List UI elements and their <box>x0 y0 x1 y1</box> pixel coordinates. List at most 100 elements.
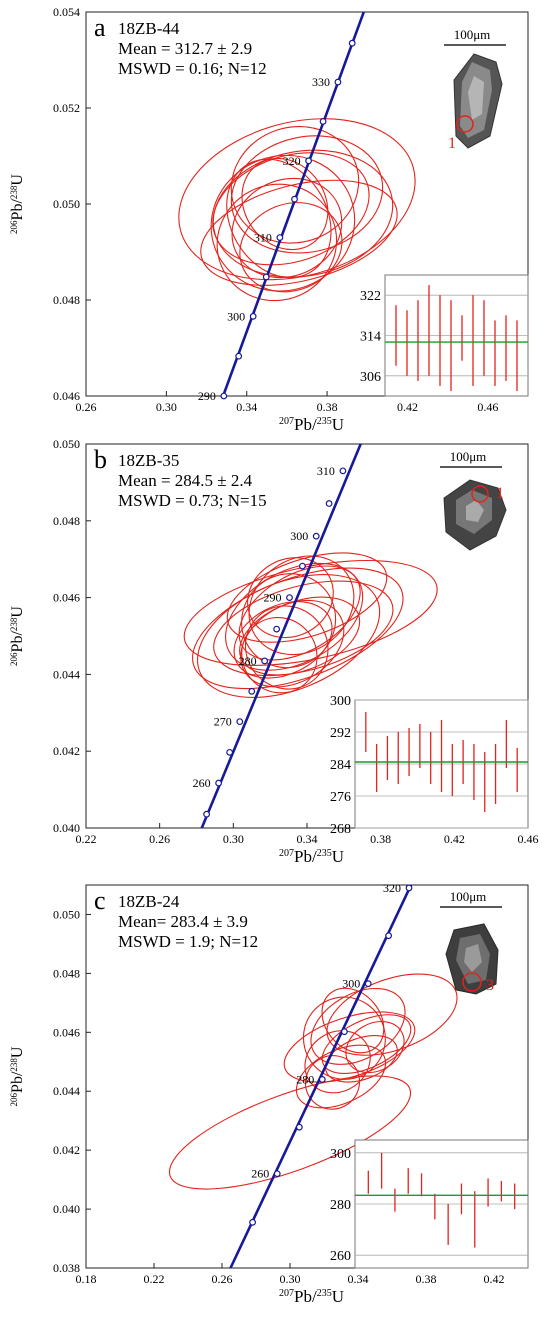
spot-label: 1 <box>448 135 456 152</box>
error-ellipses <box>178 118 416 302</box>
concordia-age-label: 260 <box>251 1167 269 1181</box>
inset-tick-label: 292 <box>330 726 351 741</box>
analysis-spot <box>462 972 482 992</box>
x-tick-label: 0.18 <box>76 1272 97 1286</box>
x-tick-label: 0.26 <box>149 832 170 846</box>
concordia-age-label: 280 <box>239 654 257 668</box>
concordia-age-marker <box>261 657 269 665</box>
concordia-age-marker <box>203 810 211 818</box>
inset-tick-label: 280 <box>330 1198 351 1213</box>
concordia-age-marker <box>312 532 320 540</box>
x-tick-label: 0.30 <box>280 1272 301 1286</box>
error-ellipse <box>168 1075 412 1190</box>
concordia-age-marker <box>325 500 333 507</box>
panel-letter: a <box>94 13 106 42</box>
error-ellipse <box>226 552 388 643</box>
concordia-age-label: 330 <box>312 75 330 89</box>
error-ellipse <box>178 118 416 281</box>
mswd-text: MSWD = 1.9; N=12 <box>118 932 258 951</box>
inset-tick-label: 268 <box>330 822 351 837</box>
concordia-age-marker <box>319 118 327 125</box>
error-ellipse <box>230 135 384 254</box>
error-ellipse <box>244 605 329 690</box>
inset-tick-label: 284 <box>330 758 351 773</box>
error-ellipse <box>304 1030 371 1094</box>
zircon-image <box>445 923 499 995</box>
x-axis-label: 207Pb/235U <box>279 847 344 866</box>
concordia-age-label: 300 <box>342 977 360 991</box>
y-axis-label: 206Pb/238U <box>9 606 26 666</box>
error-ellipse <box>212 149 394 278</box>
y-tick-label: 0.042 <box>53 744 80 758</box>
concordia-age-label: 260 <box>193 776 211 790</box>
concordia-age-marker <box>305 157 313 165</box>
y-tick-label: 0.044 <box>53 1084 80 1098</box>
y-tick-label: 0.042 <box>53 1143 80 1157</box>
concordia-age-marker <box>235 352 243 360</box>
concordia-age-label: 320 <box>283 154 301 168</box>
mswd-text: MSWD = 0.16; N=12 <box>118 59 267 78</box>
x-tick-label: 0.34 <box>348 1272 369 1286</box>
y-tick-label: 0.046 <box>53 1025 80 1039</box>
y-tick-label: 0.046 <box>53 591 80 605</box>
inset-tick-label: 300 <box>330 694 351 709</box>
spot-label: 1 <box>496 485 504 502</box>
x-tick-label: 0.42 <box>397 400 418 414</box>
concordia-age-marker <box>248 687 256 695</box>
inset-tick-label: 322 <box>360 289 381 304</box>
concordia-age-marker <box>364 980 372 988</box>
inset-weighted-mean: 300 280 260 <box>330 1139 529 1269</box>
x-tick-label: 0.26 <box>212 1272 233 1286</box>
x-tick-label: 0.34 <box>297 832 318 846</box>
error-ellipse <box>200 179 398 286</box>
concordia-age-marker <box>286 594 293 601</box>
mean-age: Mean= 283.4 ± 3.9 <box>118 912 248 931</box>
panel-a: 0.26 0.30 0.34 0.38 0.42 0.46 0.046 0.048 0.050 0… <box>9 5 529 434</box>
concordia-age-marker <box>334 78 342 86</box>
error-ellipse <box>239 202 343 293</box>
y-tick-label: 0.052 <box>53 101 80 115</box>
concordia-age-label: 310 <box>317 464 335 478</box>
concordia-age-marker <box>318 1076 326 1083</box>
concordia-age-marker <box>348 39 356 47</box>
concordia-age-marker <box>262 273 270 281</box>
concordia-age-marker <box>226 748 234 756</box>
x-tick-label: 0.22 <box>144 1272 165 1286</box>
sample-id: 18ZB-24 <box>118 892 180 911</box>
inset-tick-label: 260 <box>330 1249 351 1264</box>
x-tick-label: 0.30 <box>156 400 177 414</box>
concordia-age-marker <box>298 562 306 570</box>
concordia-age-marker <box>385 932 393 940</box>
x-tick-label: 0.46 <box>477 400 498 414</box>
spot-label: 3 <box>486 977 494 994</box>
y-axis-label: 206Pb/238U <box>9 1046 26 1106</box>
y-tick-label: 0.048 <box>53 966 80 980</box>
error-ellipse <box>326 973 458 1056</box>
sample-id: 18ZB-44 <box>118 19 180 38</box>
y-tick-label: 0.048 <box>53 514 80 528</box>
zircon-image <box>443 479 507 551</box>
concordia-age-label: 270 <box>214 715 232 729</box>
x-axis-label: 207Pb/235U <box>279 1287 344 1306</box>
plot-frame <box>85 884 529 1269</box>
panel-b: 0.22 0.26 0.30 0.34 0.38 0.42 0.46 0.040 0.042 0.… <box>9 437 539 866</box>
concordia-age-label: 310 <box>254 231 272 245</box>
x-tick-label: 0.26 <box>76 400 97 414</box>
error-ellipses <box>183 552 438 698</box>
error-ellipse <box>302 996 386 1080</box>
panel-letter: b <box>94 445 107 474</box>
error-ellipse <box>230 125 360 244</box>
y-tick-label: 0.050 <box>53 907 80 921</box>
y-tick-label: 0.046 <box>53 389 80 403</box>
error-ellipse <box>239 596 361 676</box>
y-axis-label: 206Pb/238U <box>9 174 26 234</box>
mean-age: Mean = 312.7 ± 2.9 <box>118 39 252 58</box>
concordia-age-label: 300 <box>227 309 245 323</box>
x-tick-label: 0.38 <box>370 832 391 846</box>
sample-id: 18ZB-35 <box>118 451 179 470</box>
analysis-spot <box>456 115 474 133</box>
concordia-age-marker <box>249 1218 257 1226</box>
error-ellipse <box>216 183 338 302</box>
y-tick-label: 0.038 <box>53 1261 80 1275</box>
x-tick-label: 0.22 <box>76 832 97 846</box>
